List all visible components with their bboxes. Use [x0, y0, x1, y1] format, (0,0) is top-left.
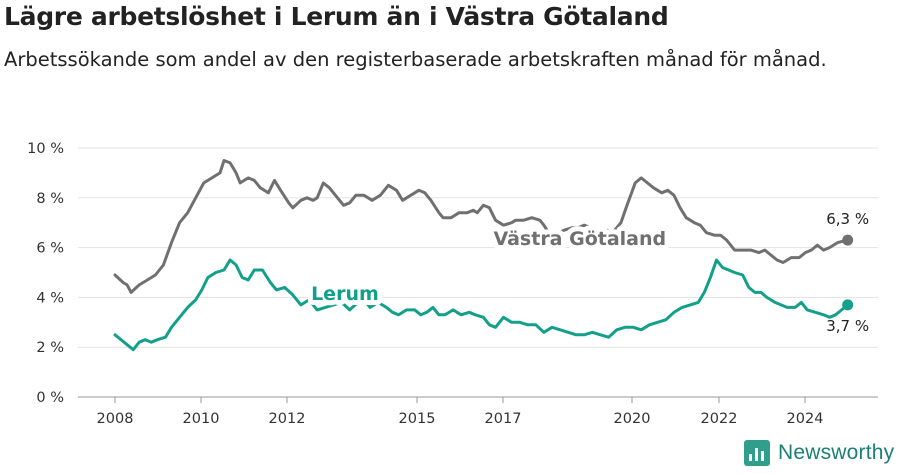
y-tick-label: 0 %: [36, 390, 64, 406]
x-tick-label: 2012: [269, 411, 306, 427]
y-tick-label: 2 %: [36, 340, 64, 356]
brand-logo: Newsworthy: [744, 440, 894, 466]
series-end-point-lerum: [842, 299, 854, 311]
y-tick-label: 6 %: [36, 241, 64, 257]
series-line-vastra-gotaland: [113, 159, 850, 294]
chart-subtitle: Arbetssökande som andel av den registerb…: [4, 48, 827, 71]
x-tick-label: 2015: [399, 411, 436, 427]
y-tick-label: 10 %: [27, 141, 64, 157]
series-label-vastra-gotaland-halo: Västra Götaland: [493, 228, 666, 250]
x-tick-label: 2008: [97, 411, 134, 427]
series-line-lerum: [113, 258, 850, 352]
x-tick-label: 2017: [485, 411, 522, 427]
series-end-label-vastra-gotaland: 6,3 %: [826, 210, 869, 228]
series-label-lerum-halo: Lerum: [311, 283, 379, 305]
x-tick-label: 2010: [183, 411, 220, 427]
chart-title: Lägre arbetslöshet i Lerum än i Västra G…: [4, 2, 669, 31]
y-tick-label: 8 %: [36, 191, 64, 207]
bar-chart-icon: [744, 440, 770, 466]
series-end-point-vastra-gotaland: [842, 234, 854, 246]
x-tick-label: 2024: [787, 411, 824, 427]
series-end-label-lerum: 3,7 %: [826, 317, 869, 335]
x-tick-label: 2020: [614, 411, 651, 427]
series-label-lerum: Lerum: [311, 283, 379, 305]
brand-name: Newsworthy: [778, 441, 895, 464]
y-tick-label: 4 %: [36, 290, 64, 306]
x-tick-label: 2022: [701, 411, 738, 427]
series-label-vastra-gotaland: Västra Götaland: [493, 228, 666, 250]
